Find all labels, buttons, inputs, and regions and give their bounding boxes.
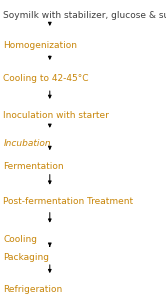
Text: Inoculation with starter: Inoculation with starter bbox=[3, 111, 109, 120]
Text: Homogenization: Homogenization bbox=[3, 41, 77, 50]
Text: Post-fermentation Treatment: Post-fermentation Treatment bbox=[3, 197, 133, 206]
Text: Packaging: Packaging bbox=[3, 253, 49, 262]
Text: Incubation: Incubation bbox=[3, 139, 51, 148]
Text: Soymilk with stabilizer, glucose & sucrose syrup: Soymilk with stabilizer, glucose & sucro… bbox=[3, 11, 166, 20]
Text: Cooling: Cooling bbox=[3, 235, 37, 244]
Text: Fermentation: Fermentation bbox=[3, 162, 64, 171]
Text: Refrigeration: Refrigeration bbox=[3, 285, 63, 294]
Text: Cooling to 42-45°C: Cooling to 42-45°C bbox=[3, 74, 89, 84]
